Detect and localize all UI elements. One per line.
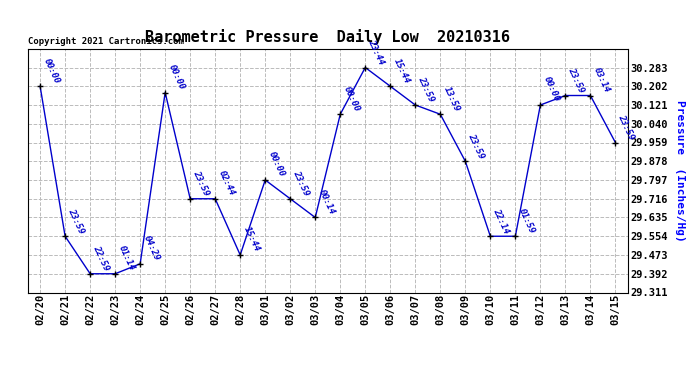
Text: 15:44: 15:44: [392, 57, 411, 85]
Text: 02:44: 02:44: [217, 169, 236, 197]
Text: 23:59: 23:59: [192, 169, 211, 197]
Text: 22:14: 22:14: [492, 207, 511, 235]
Text: 23:59: 23:59: [566, 66, 586, 94]
Text: 22:59: 22:59: [92, 244, 111, 272]
Text: 00:00: 00:00: [542, 75, 561, 104]
Title: Barometric Pressure  Daily Low  20210316: Barometric Pressure Daily Low 20210316: [146, 29, 510, 45]
Text: 00:00: 00:00: [41, 57, 61, 85]
Text: 03:14: 03:14: [592, 66, 611, 94]
Text: 01:14: 01:14: [117, 244, 136, 272]
Text: 00:00: 00:00: [266, 150, 286, 178]
Text: 00:00: 00:00: [166, 63, 186, 91]
Text: 23:59: 23:59: [466, 132, 486, 160]
Text: 00:00: 00:00: [342, 85, 361, 113]
Text: 01:59: 01:59: [517, 207, 536, 235]
Text: 04:29: 04:29: [141, 234, 161, 262]
Text: 23:44: 23:44: [366, 38, 386, 66]
Text: 23:59: 23:59: [417, 75, 436, 104]
Text: Copyright 2021 Cartronics.com: Copyright 2021 Cartronics.com: [28, 38, 184, 46]
Text: 23:59: 23:59: [66, 207, 86, 235]
Text: 15:44: 15:44: [241, 225, 261, 254]
Y-axis label: Pressure  (Inches/Hg): Pressure (Inches/Hg): [675, 100, 685, 242]
Text: 13:59: 13:59: [442, 85, 461, 113]
Text: 00:14: 00:14: [317, 188, 336, 216]
Text: 23:59: 23:59: [617, 113, 636, 141]
Text: 23:59: 23:59: [292, 169, 311, 197]
